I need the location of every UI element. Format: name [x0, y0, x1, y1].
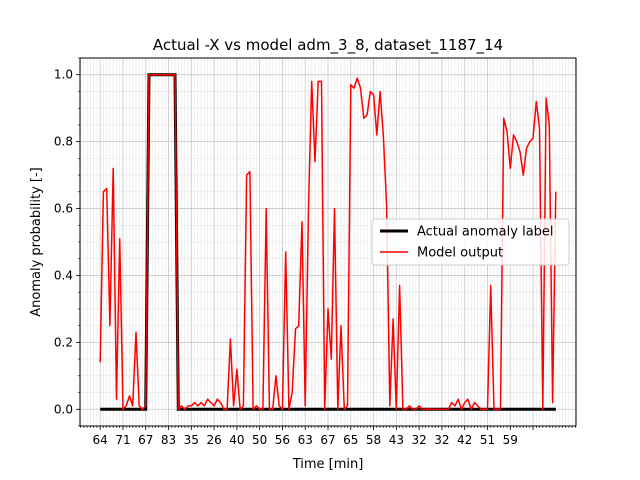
chart-title: Actual -X vs model adm_3_8, dataset_1187…	[153, 36, 503, 55]
x-tick-label: 32	[434, 433, 449, 447]
y-axis-label: Anomaly probability [-]	[29, 167, 44, 316]
legend-label-model: Model output	[417, 246, 503, 261]
x-axis-label: Time [min]	[292, 457, 364, 472]
x-tick-label: 65	[343, 433, 358, 447]
x-tick-label: 40	[229, 433, 244, 447]
x-tick-label: 26	[206, 433, 221, 447]
x-tick-label: 35	[184, 433, 199, 447]
x-tick-label: 42	[457, 433, 472, 447]
y-tick-label: 0.6	[54, 202, 73, 216]
x-tick-label: 63	[298, 433, 313, 447]
x-tick-label: 64	[93, 433, 108, 447]
x-tick-label: 43	[389, 433, 404, 447]
x-tick-label: 50	[252, 433, 267, 447]
x-tick-label: 51	[480, 433, 495, 447]
x-tick-label: 83	[161, 433, 176, 447]
x-tick-label: 58	[366, 433, 381, 447]
y-tick-label: 0.0	[54, 402, 73, 416]
x-tick-label: 56	[275, 433, 290, 447]
y-tick-label: 0.2	[54, 335, 73, 349]
x-tick-label: 32	[411, 433, 426, 447]
x-tick-label: 59	[503, 433, 518, 447]
y-tick-label: 0.4	[54, 268, 73, 282]
y-tick-label: 1.0	[54, 68, 73, 82]
x-tick-label: 67	[138, 433, 153, 447]
legend-label-actual: Actual anomaly label	[417, 225, 554, 240]
legend: Actual anomaly label Model output	[372, 219, 569, 265]
y-tick-label: 0.8	[54, 135, 73, 149]
x-tick-label: 71	[115, 433, 130, 447]
x-tick-label: 67	[320, 433, 335, 447]
